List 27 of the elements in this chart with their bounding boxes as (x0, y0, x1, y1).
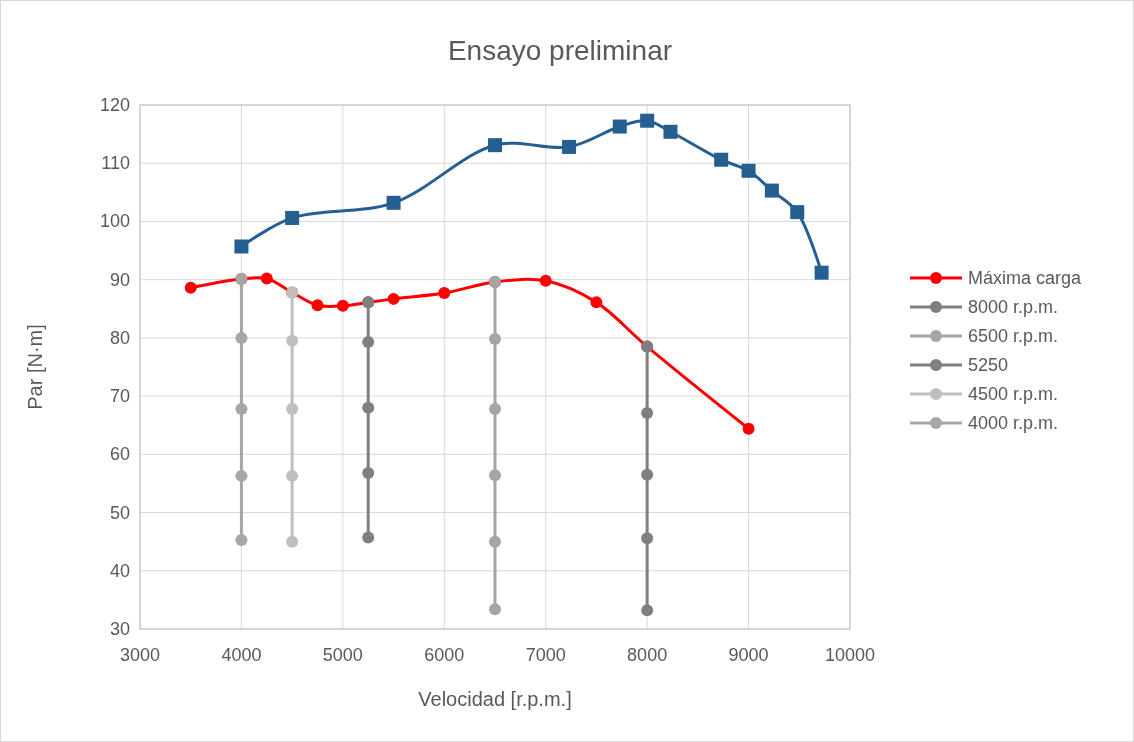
x-tick-label: 10000 (824, 645, 876, 665)
x-tick-label: 3000 (119, 645, 161, 665)
y-axis-title: Par [N·m] (24, 324, 46, 410)
y-tick-label: 60 (109, 444, 130, 465)
legend-label: 8000 r.p.m. (968, 297, 1059, 317)
x-tick-label: 9000 (728, 645, 769, 665)
y-tick-label: 80 (109, 327, 130, 348)
legend-label: Máxima carga (968, 268, 1083, 288)
y-tick-label: 100 (99, 211, 130, 232)
legend-label: 4500 r.p.m. (968, 384, 1059, 404)
legend-label: 4000 r.p.m. (968, 413, 1059, 433)
x-tick-label: 4000 (221, 645, 262, 665)
legend-label: 5250 (968, 355, 1009, 375)
x-tick-label: 7000 (525, 645, 566, 665)
y-tick-label: 90 (109, 269, 130, 290)
x-tick-label: 5000 (322, 645, 363, 665)
y-tick-label: 50 (109, 502, 130, 523)
x-tick-label: 6000 (424, 645, 465, 665)
x-axis-title: Velocidad [r.p.m.] (418, 688, 572, 710)
y-tick-label: 110 (101, 153, 130, 174)
y-tick-label: 70 (109, 386, 130, 407)
chart-title: Ensayo preliminar (447, 35, 673, 66)
legend-label: 6500 r.p.m. (968, 326, 1059, 346)
x-tick-label: 8000 (627, 645, 668, 665)
y-tick-label: 120 (99, 95, 130, 115)
y-tick-label: 40 (109, 560, 130, 581)
y-tick-label: 30 (109, 619, 130, 639)
